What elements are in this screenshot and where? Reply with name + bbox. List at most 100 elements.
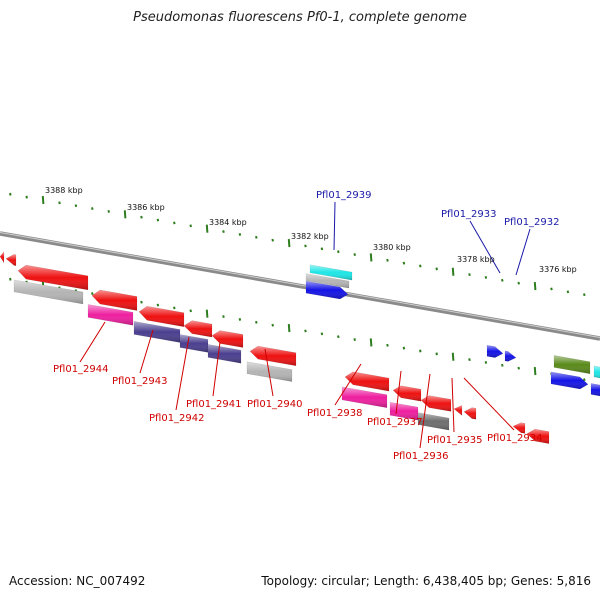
inner-tick [156,303,160,307]
inner-tick [484,361,488,364]
outer-tick [287,238,291,248]
inner-tick [533,367,537,376]
inner-tick [337,335,340,339]
outer-tick [58,201,61,205]
gene-label[interactable]: Pfl01_2938 [307,408,363,419]
leader-line [515,228,531,276]
genome-summary-text: Topology: circular; Length: 6,438,405 bp… [261,574,591,588]
outer-tick [419,264,422,268]
outer-tick [123,210,127,219]
gene-label[interactable]: Pfl01_2940 [247,399,303,410]
inner-tick [369,338,373,347]
gene-gray-shading [14,279,83,304]
gene-red-shading [421,395,451,412]
outer-tick [107,210,110,213]
gene-red-shading [184,320,212,338]
outer-tick [337,250,340,254]
outer-tick [468,273,471,277]
gene-blue-small-shading [505,350,516,362]
gene-purple-shading [208,344,241,364]
inner-tick [468,358,471,362]
gene-magenta-shading [88,304,133,326]
inner-tick [91,292,94,296]
gene-red-shading [139,306,184,327]
scale-label: 3382 kbp [291,232,329,241]
outer-tick [222,230,225,234]
inner-tick [238,317,242,321]
genome-backbone [0,231,600,341]
outer-tick [140,215,143,219]
inner-tick [255,320,258,324]
inner-tick [304,329,307,333]
gene-olive-shading [554,355,590,374]
scale-labels: 3388 kbp 3386 kbp 3384 kbp 3382 kbp 3380 kbp… [45,186,577,274]
outer-tick [353,253,356,256]
outer-tick [304,244,307,248]
gene-gray-forward-shading [306,273,349,289]
gene-label[interactable]: Pfl01_2936 [393,451,449,462]
inner-tick [140,300,143,304]
gene-red-shading [345,371,389,392]
outer-tick [91,207,94,211]
gene-red-shading [92,290,137,311]
gene-red-shading [393,385,421,402]
outer-tick [550,287,553,291]
outer-tick [9,192,12,196]
gene-red-shading [527,429,549,444]
outer-tick [386,258,389,262]
outer-tick [74,204,78,208]
scale-ticks-inner [9,277,586,382]
gene-label[interactable]: Pfl01_2943 [112,376,168,387]
gene-labels: Pfl01_2939 Pfl01_2933 Pfl01_2932 Pfl01_2944… [53,190,560,462]
outer-tick [205,224,209,233]
outer-tick [25,195,28,199]
gene-label[interactable]: Pfl01_2942 [149,413,205,424]
gene-label[interactable]: Pfl01_2941 [186,399,242,410]
outer-tick [402,261,406,265]
gene-red-shading [464,407,476,420]
leader-line [79,321,106,363]
scale-label: 3386 kbp [127,203,165,212]
leader-line [264,348,274,397]
inner-tick [287,323,291,333]
inner-tick [320,332,324,336]
gene-purple-shading [180,334,208,353]
outer-tick [583,293,586,297]
gene-cyan-edge-shading [594,365,600,379]
leader-line [469,220,501,274]
gene-label[interactable]: Pfl01_2939 [316,190,372,201]
gene-gray-shading [247,361,292,382]
outer-tick [369,253,373,262]
gene-label[interactable]: Pfl01_2934 [487,433,543,444]
gene-blue-shading [306,281,348,299]
gene-label[interactable]: Pfl01_2935 [427,435,483,446]
outer-tick [501,278,504,282]
leader-line [333,201,336,251]
gene-label[interactable]: Pfl01_2932 [504,217,560,228]
scale-label: 3384 kbp [209,218,247,227]
gene-red-shading [513,422,525,434]
backbone-line [0,231,600,341]
outer-tick [566,290,570,294]
inner-tick [402,346,406,350]
gene-label[interactable]: Pfl01_2944 [53,364,109,375]
leader-line [212,341,221,397]
gene-purple-shading [134,321,180,343]
inner-tick [173,306,176,310]
leader-line [451,377,455,433]
scale-label: 3380 kbp [373,243,411,252]
outer-tick [320,247,324,251]
inner-tick [451,352,455,361]
gene-darkgray-shading [418,412,449,431]
scale-label: 3376 kbp [539,265,577,274]
gene-label[interactable]: Pfl01_2937 [367,417,423,428]
outer-tick [484,276,488,279]
gene-red-shading [6,254,16,266]
inner-tick [501,363,504,367]
outer-tick [451,267,455,276]
leader-line [463,377,515,431]
gene-label[interactable]: Pfl01_2933 [441,209,497,220]
leader-line [175,336,190,411]
gene-red-shading [0,251,4,263]
